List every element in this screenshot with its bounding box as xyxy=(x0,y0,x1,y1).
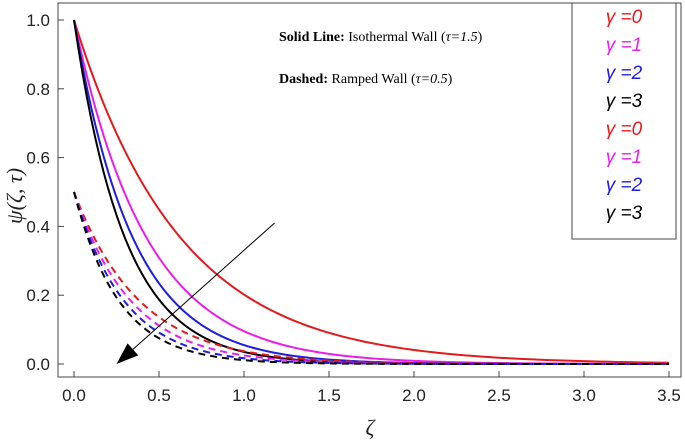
y-tick-label: 0.0 xyxy=(26,355,50,374)
y-tick-label: 0.4 xyxy=(26,217,50,236)
series-line-4 xyxy=(73,191,669,365)
y-tick-labels: 0.0 0.2 0.4 0.6 0.8 1.0 xyxy=(26,11,50,374)
annotation-solid: Solid Line: Isothermal Wall (τ=1.5) xyxy=(279,30,483,45)
series-lines xyxy=(73,19,670,365)
x-tick-label: 1.5 xyxy=(317,386,341,405)
legend-box xyxy=(571,2,677,240)
x-tick-label: 0.0 xyxy=(62,386,86,405)
tick-marks xyxy=(58,19,670,377)
series-line-7 xyxy=(73,191,669,365)
annotation-dashed: Dashed: Ramped Wall (τ=0.5) xyxy=(279,72,453,87)
plot-frame xyxy=(57,2,682,378)
y-tick-label: 0.6 xyxy=(26,149,50,168)
x-tick-label: 2.5 xyxy=(487,386,511,405)
legend-entry-3: γ =3 xyxy=(606,91,643,112)
x-tick-label: 0.5 xyxy=(147,386,171,405)
trend-arrow-shaft xyxy=(132,222,275,350)
series-line-0 xyxy=(73,19,670,364)
y-tick-label: 0.8 xyxy=(26,80,50,99)
legend-entry-7: γ =3 xyxy=(606,203,643,224)
legend-entry-1: γ =1 xyxy=(606,35,642,56)
legend-entry-4: γ =0 xyxy=(606,119,643,140)
y-axis-title: ψ(ζ, τ) xyxy=(2,168,27,224)
x-tick-label: 3.5 xyxy=(657,386,681,405)
legend-items: γ =0 γ =1 γ =2 γ =3 γ =0 γ =1 γ =2 γ =3 xyxy=(606,7,643,224)
legend-entry-2: γ =2 xyxy=(606,63,643,84)
x-tick-label: 3.0 xyxy=(572,386,596,405)
x-tick-label: 2.0 xyxy=(402,386,426,405)
legend-entry-5: γ =1 xyxy=(606,147,642,168)
y-tick-label: 0.2 xyxy=(26,286,50,305)
x-tick-label: 1.0 xyxy=(232,386,256,405)
y-tick-label: 1.0 xyxy=(26,11,50,30)
trend-arrow xyxy=(116,222,275,364)
legend-entry-0: γ =0 xyxy=(606,7,643,28)
legend: γ =0 γ =1 γ =2 γ =3 γ =0 γ =1 γ =2 γ =3 xyxy=(571,2,677,240)
trend-arrow-head xyxy=(116,343,139,364)
legend-entry-6: γ =2 xyxy=(606,175,643,196)
x-tick-labels: 0.0 0.5 1.0 1.5 2.0 2.5 3.0 3.5 xyxy=(62,386,681,405)
x-axis-title: ζ xyxy=(366,415,377,440)
